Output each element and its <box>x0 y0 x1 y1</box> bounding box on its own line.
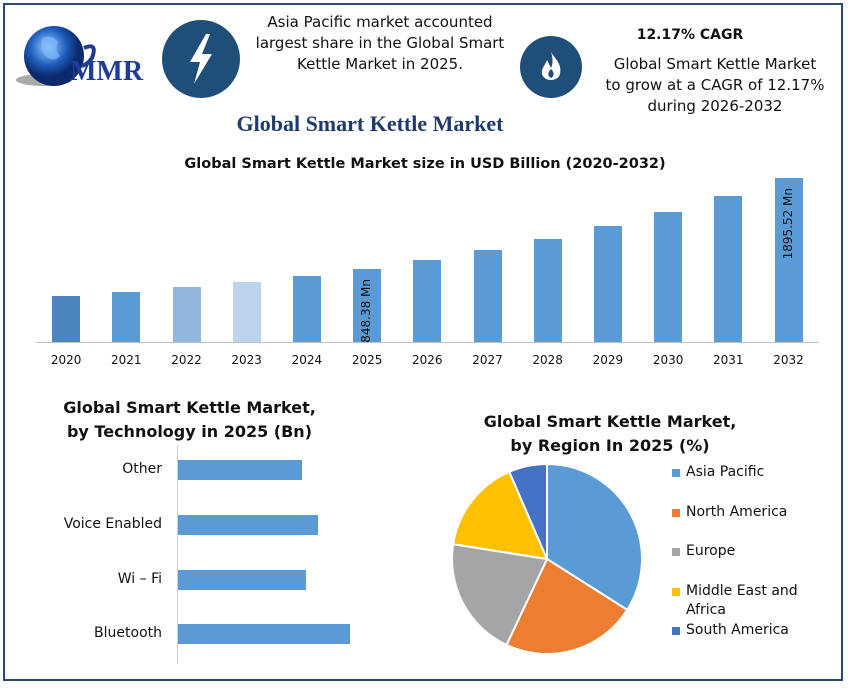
cagr-heading: 12.17% CAGR <box>636 27 744 43</box>
legend-item: Europe <box>672 542 802 561</box>
pie-slice-south-america <box>507 462 548 560</box>
x-tick-label: 2032 <box>773 353 804 367</box>
legend-swatch <box>672 627 680 635</box>
bar-2021 <box>112 291 141 342</box>
cagr-description: Global Smart Kettle Market to grow at a … <box>605 55 825 115</box>
x-tick-label: 2028 <box>532 353 563 367</box>
bar-2029 <box>593 226 622 342</box>
main-title: Global Smart Kettle Market <box>236 111 504 136</box>
bar-voice-enabled <box>178 515 318 535</box>
bar-2024 <box>292 275 321 342</box>
legend-swatch <box>672 509 680 517</box>
bar-2022 <box>172 286 201 342</box>
y-axis <box>177 445 178 663</box>
bar-2023 <box>232 281 261 342</box>
legend-label: Middle East and Africa <box>686 583 798 618</box>
x-tick-label: 2025 <box>351 353 383 367</box>
logo-text: MMR <box>70 56 144 87</box>
legend-label: South America <box>686 622 789 638</box>
legend-swatch <box>672 548 680 556</box>
legend-swatch <box>672 588 680 596</box>
x-tick-label: 2023 <box>231 353 262 367</box>
legend-label: North America <box>686 504 788 520</box>
flame-icon-badge <box>520 36 582 98</box>
market-size-chart-title: Global Smart Kettle Market size in USD B… <box>184 156 666 172</box>
bar-other <box>178 460 302 480</box>
bar-2026 <box>413 259 442 342</box>
legend-item: Asia Pacific <box>672 463 802 482</box>
flame-icon <box>541 52 561 80</box>
x-tick-label: 2022 <box>171 353 202 367</box>
category-label: Bluetooth <box>94 625 162 641</box>
legend-item: Middle East and Africa <box>672 582 802 620</box>
technology-chart-title: Global Smart Kettle Market, by Technolog… <box>63 398 316 441</box>
bar-2020 <box>52 296 81 342</box>
legend-item: South America <box>672 621 802 640</box>
x-axis <box>36 342 819 343</box>
legend-item: North America <box>672 503 802 522</box>
bar-2028 <box>533 238 562 342</box>
data-label-2032: 1895.52 Mn <box>780 188 795 260</box>
infographic-frame <box>3 3 843 681</box>
bar-wi-fi <box>178 570 306 590</box>
category-label: Voice Enabled <box>63 516 162 532</box>
bar-2025 <box>353 268 382 342</box>
x-tick-label: 2021 <box>111 353 142 367</box>
globe-icon <box>16 26 96 86</box>
legend-swatch <box>672 469 680 477</box>
technology-bar-chart: Other Voice Enabled Wi – Fi Bluetooth <box>63 445 350 663</box>
bar-bluetooth <box>178 624 350 644</box>
x-tick-label: 2020 <box>50 353 82 367</box>
mmr-logo: MMR <box>14 18 159 98</box>
category-label: Wi – Fi <box>117 571 162 587</box>
pie-slice-middle-east-and-africa <box>452 470 549 561</box>
pie-slice-europe <box>451 542 549 647</box>
category-label: Other <box>122 461 162 477</box>
bar-2027 <box>473 249 502 342</box>
x-tick-label: 2029 <box>592 353 624 367</box>
bar-2031 <box>714 196 743 342</box>
region-chart-title: Global Smart Kettle Market, by Region In… <box>483 412 737 455</box>
lightning-icon-badge <box>162 20 240 98</box>
legend-label: Europe <box>686 543 736 559</box>
market-size-bar-chart: 2020 2021 2022 2023 2024 2025 848.38 Mn 2026 202… <box>36 178 819 367</box>
x-tick-label: 2031 <box>713 353 744 367</box>
lightning-bolt-icon <box>190 34 212 84</box>
x-tick-label: 2026 <box>412 353 443 367</box>
x-tick-label: 2030 <box>652 353 684 367</box>
asia-pacific-highlight: Asia Pacific market accounted largest sh… <box>255 13 505 73</box>
x-tick-label: 2024 <box>291 353 323 367</box>
region-pie-chart <box>451 462 643 655</box>
x-tick-label: 2027 <box>472 353 503 367</box>
legend-label: Asia Pacific <box>686 464 765 480</box>
bar-2030 <box>654 212 683 342</box>
bar-2032 <box>774 178 803 342</box>
